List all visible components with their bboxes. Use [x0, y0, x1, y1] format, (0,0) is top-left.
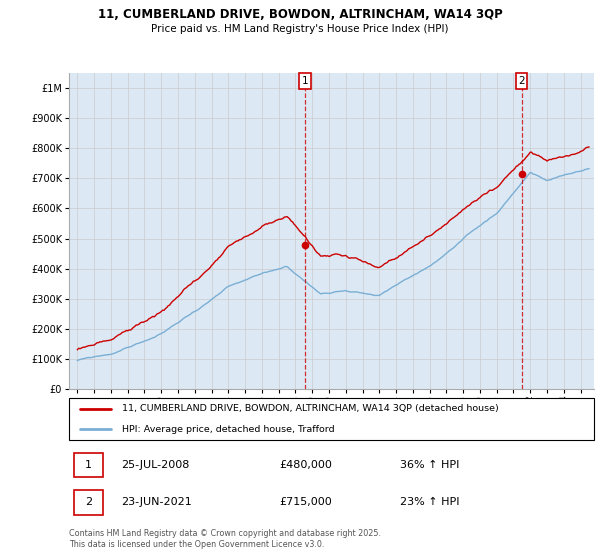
FancyBboxPatch shape [69, 398, 594, 440]
Text: 1: 1 [302, 76, 308, 86]
Text: 2: 2 [518, 76, 525, 86]
Text: 11, CUMBERLAND DRIVE, BOWDON, ALTRINCHAM, WA14 3QP: 11, CUMBERLAND DRIVE, BOWDON, ALTRINCHAM… [98, 8, 502, 21]
Text: 2: 2 [85, 497, 92, 507]
FancyBboxPatch shape [74, 491, 103, 515]
Text: 23% ↑ HPI: 23% ↑ HPI [400, 497, 459, 507]
Text: 25-JUL-2008: 25-JUL-2008 [121, 460, 190, 470]
Text: Price paid vs. HM Land Registry's House Price Index (HPI): Price paid vs. HM Land Registry's House … [151, 24, 449, 34]
Text: £480,000: £480,000 [279, 460, 332, 470]
Text: Contains HM Land Registry data © Crown copyright and database right 2025.
This d: Contains HM Land Registry data © Crown c… [69, 529, 381, 549]
FancyBboxPatch shape [74, 452, 103, 477]
Text: £715,000: £715,000 [279, 497, 332, 507]
Text: HPI: Average price, detached house, Trafford: HPI: Average price, detached house, Traf… [121, 424, 334, 433]
Text: 23-JUN-2021: 23-JUN-2021 [121, 497, 192, 507]
Text: 11, CUMBERLAND DRIVE, BOWDON, ALTRINCHAM, WA14 3QP (detached house): 11, CUMBERLAND DRIVE, BOWDON, ALTRINCHAM… [121, 404, 498, 413]
Text: 36% ↑ HPI: 36% ↑ HPI [400, 460, 459, 470]
Text: 1: 1 [85, 460, 92, 470]
